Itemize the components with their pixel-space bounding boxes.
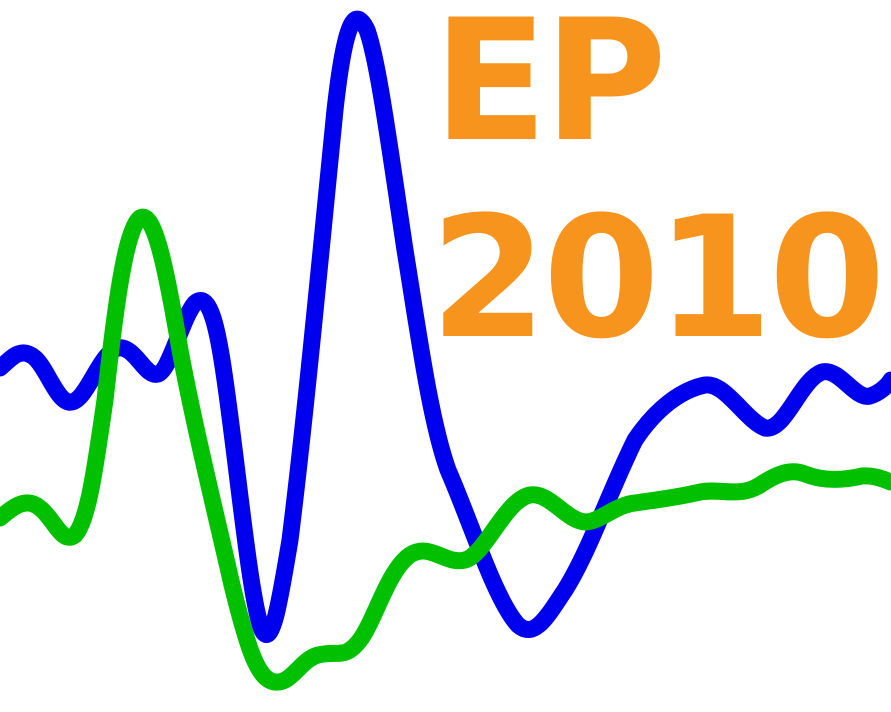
logo-title-line1: EP [433,0,663,179]
logo-title-line2: 2010 [430,180,882,376]
wave-secondary [0,208,891,691]
wave-primary [0,10,891,643]
